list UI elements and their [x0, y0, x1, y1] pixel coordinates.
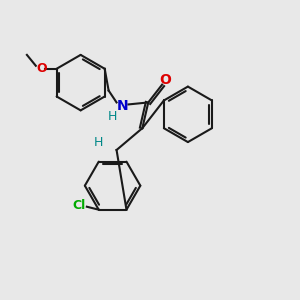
Text: H: H	[108, 110, 117, 123]
Text: O: O	[37, 62, 47, 75]
Text: O: O	[159, 73, 171, 87]
Text: H: H	[94, 136, 104, 148]
Text: N: N	[117, 99, 128, 113]
Text: Cl: Cl	[72, 199, 86, 212]
